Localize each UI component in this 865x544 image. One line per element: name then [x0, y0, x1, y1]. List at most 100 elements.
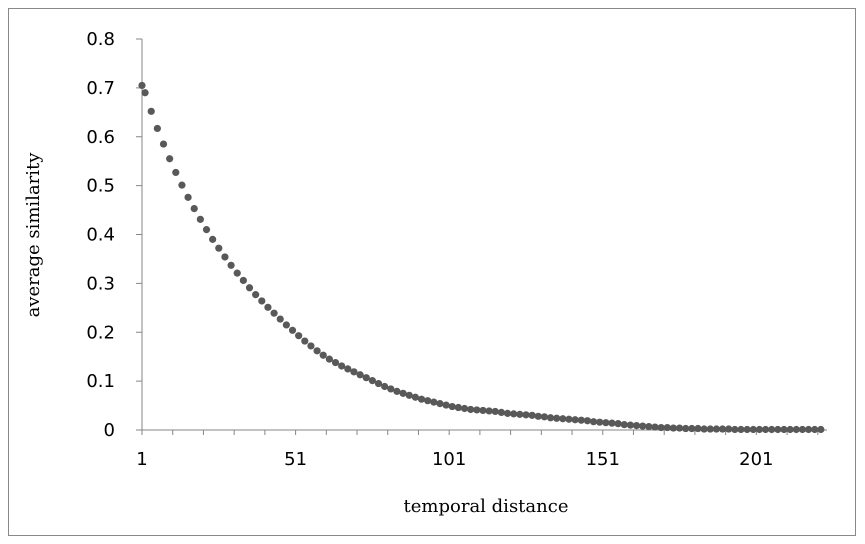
y-tick-label: 0.6 [86, 127, 115, 148]
data-point [319, 351, 327, 359]
data-point [620, 421, 628, 429]
data-point [473, 406, 481, 414]
data-point [675, 424, 684, 432]
data-points [138, 81, 825, 434]
data-point [215, 244, 223, 252]
data-point [534, 412, 542, 420]
data-point [374, 379, 383, 388]
data-point [645, 422, 653, 431]
data-point [159, 140, 168, 148]
y-tick-label: 0.7 [86, 78, 115, 99]
data-point [288, 326, 297, 334]
data-point [731, 425, 739, 434]
data-point [344, 365, 352, 373]
data-point [184, 193, 192, 201]
data-point [663, 423, 671, 432]
data-point [755, 425, 764, 434]
y-tick-label: 0 [104, 420, 115, 441]
chart-frame [8, 8, 856, 536]
data-point [651, 423, 659, 431]
data-point [424, 397, 432, 405]
data-point [589, 418, 598, 426]
y-tick-label: 0.4 [86, 225, 115, 246]
data-point [737, 425, 745, 434]
data-point [596, 418, 604, 426]
data-point [368, 377, 376, 385]
data-point [516, 410, 524, 418]
data-point [725, 425, 733, 433]
data-point [540, 413, 548, 421]
x-tick-label: 151 [586, 449, 620, 470]
data-point [381, 382, 389, 391]
data-point [546, 414, 555, 422]
data-point [430, 398, 438, 406]
y-tick-label: 0.8 [86, 29, 115, 50]
data-point [325, 355, 333, 363]
data-point [331, 358, 340, 367]
data-point [411, 393, 419, 401]
data-point [172, 168, 180, 177]
data-point [706, 425, 714, 433]
data-point [467, 405, 475, 414]
data-point [632, 422, 641, 430]
data-point [245, 284, 254, 292]
data-point [387, 385, 395, 393]
data-point [479, 406, 487, 415]
data-point [761, 425, 770, 434]
x-tick-label: 101 [432, 449, 466, 470]
data-point [362, 374, 370, 382]
data-point [153, 124, 161, 133]
y-tick-label: 0.3 [86, 273, 115, 294]
data-point [811, 425, 819, 434]
data-point [141, 89, 149, 97]
data-point [196, 215, 204, 223]
x-tick-label: 201 [739, 449, 773, 470]
data-point [614, 420, 622, 428]
data-point [553, 414, 561, 422]
x-tick-label: 1 [136, 449, 147, 470]
data-point [405, 391, 413, 399]
data-point [804, 425, 813, 434]
data-point [774, 425, 782, 434]
data-point [583, 417, 592, 425]
data-point [454, 403, 462, 412]
data-point [417, 395, 426, 403]
x-axis-title: temporal distance [404, 496, 569, 517]
data-point [442, 401, 450, 409]
data-point [258, 297, 266, 305]
data-point [239, 276, 247, 285]
data-point [749, 425, 757, 434]
data-point [798, 425, 807, 434]
y-axis: 0 0.1 0.2 0.3 0.4 0.5 0.6 0.7 0.8 [86, 29, 143, 441]
data-point [682, 424, 690, 433]
data-point [510, 410, 518, 418]
data-point [503, 409, 512, 417]
data-point [780, 425, 788, 434]
y-tick-label: 0.2 [86, 322, 115, 343]
data-point [491, 407, 499, 416]
data-point [657, 423, 665, 432]
data-point [350, 368, 358, 376]
data-point [209, 235, 217, 243]
data-point [233, 269, 241, 277]
y-axis-title: average similarity [23, 152, 44, 318]
data-point [743, 425, 751, 434]
data-point [147, 107, 155, 115]
data-point [270, 309, 278, 317]
data-point [301, 337, 309, 345]
data-point [190, 204, 198, 213]
data-point [565, 415, 573, 423]
data-point [712, 425, 721, 433]
data-point [718, 425, 727, 433]
data-point [528, 411, 536, 419]
data-point [202, 226, 211, 234]
data-point [252, 291, 260, 299]
data-point [264, 303, 272, 311]
data-point [522, 411, 530, 419]
data-point [626, 421, 635, 429]
data-point [602, 419, 610, 427]
data-point [768, 425, 776, 434]
data-point [559, 415, 567, 423]
data-point [313, 347, 321, 355]
